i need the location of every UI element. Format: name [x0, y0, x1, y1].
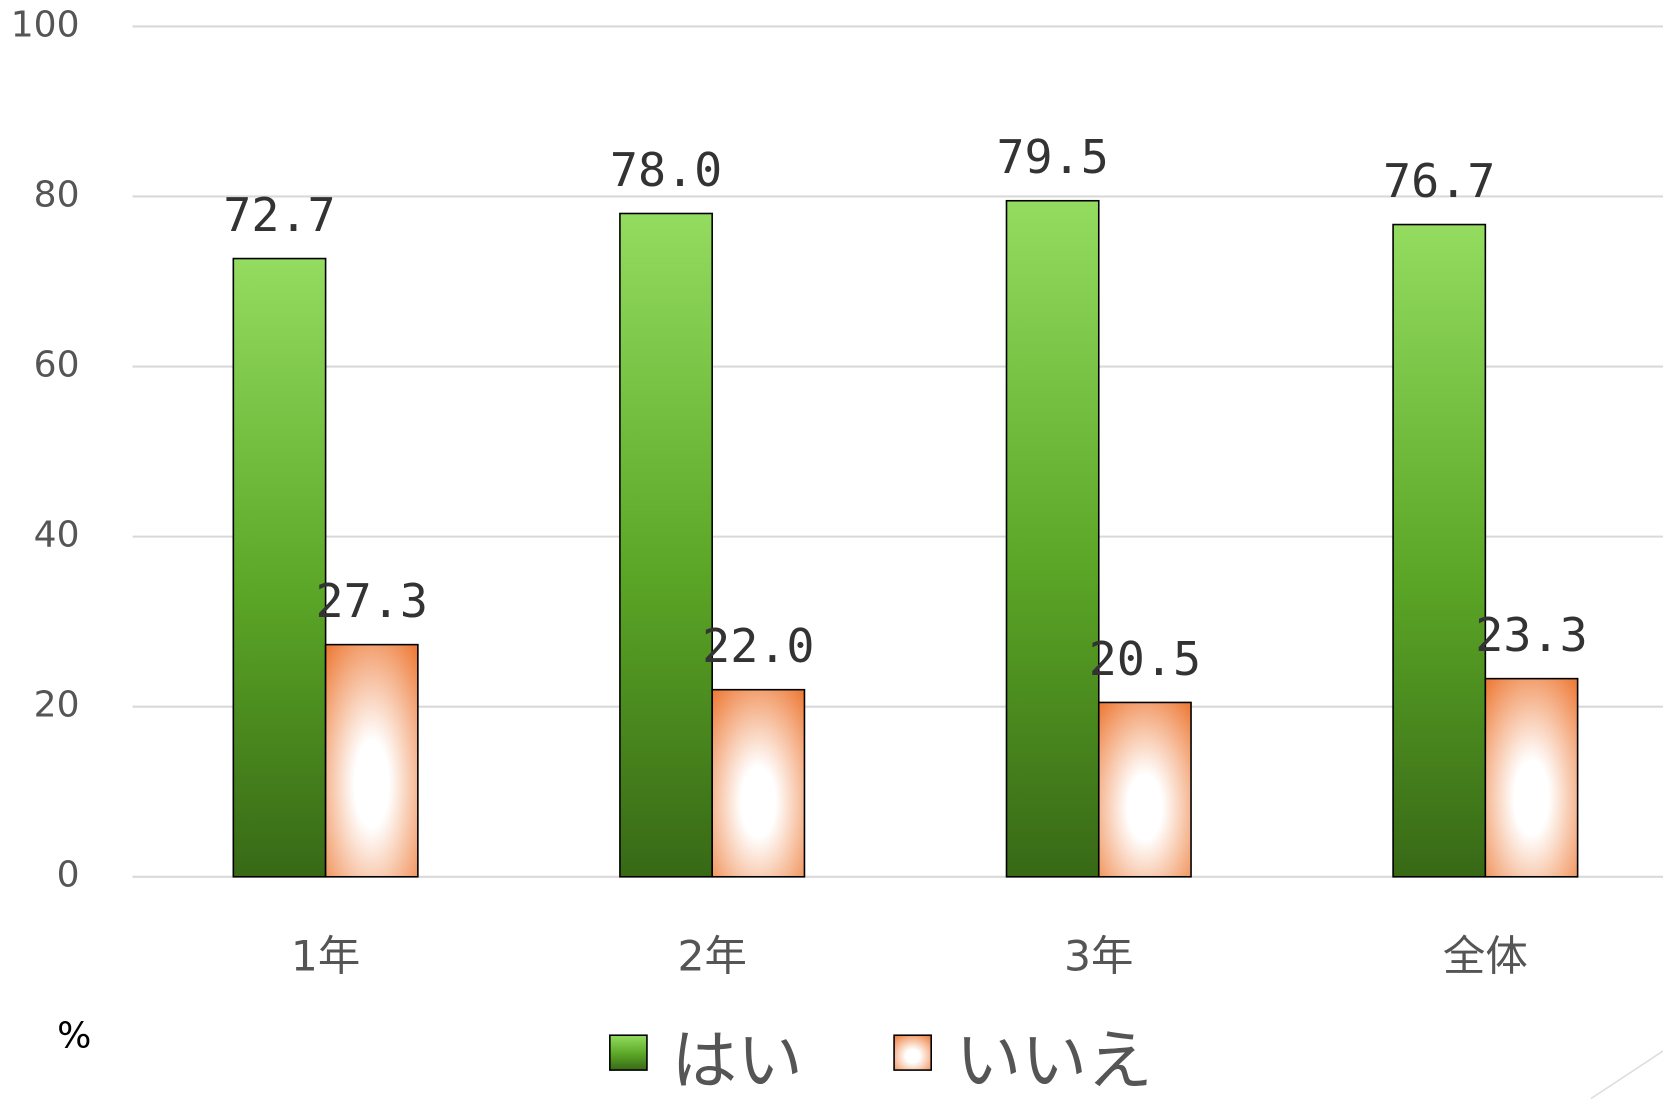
decoration	[1590, 1050, 1663, 1100]
data-label: 22.0	[702, 619, 814, 673]
y-tick-label: 0	[57, 855, 80, 896]
bar	[1005, 199, 1100, 878]
legend-label: いいえ	[956, 1023, 1153, 1099]
y-tick-label: 80	[34, 175, 80, 216]
x-tick-label: 2年	[677, 932, 746, 981]
y-tick-label: 40	[34, 515, 80, 556]
x-tick-label: 3年	[1064, 932, 1133, 981]
y-tick-label: 20	[34, 685, 80, 726]
bar	[1097, 701, 1192, 878]
bar	[232, 257, 327, 878]
data-label: 76.7	[1383, 154, 1495, 208]
bar	[619, 212, 713, 878]
data-label: 78.0	[610, 143, 722, 197]
y-axis-label: %	[57, 1015, 91, 1056]
data-label: 23.3	[1475, 608, 1587, 662]
data-label: 20.5	[1089, 632, 1201, 686]
data-label: 79.5	[996, 130, 1108, 184]
y-tick-label: 100	[11, 4, 80, 45]
x-tick-label: 1年	[291, 932, 360, 981]
legend-label: はい	[671, 1023, 802, 1099]
x-tick-label: 全体	[1443, 932, 1528, 981]
legend-swatch	[609, 1034, 648, 1071]
bar	[1484, 677, 1579, 878]
bar	[324, 643, 419, 878]
bar	[1392, 223, 1487, 878]
bar	[711, 688, 806, 878]
y-tick-label: 60	[34, 345, 80, 386]
data-label: 72.7	[223, 188, 335, 242]
data-label: 27.3	[316, 574, 428, 628]
legend-swatch	[893, 1034, 932, 1071]
